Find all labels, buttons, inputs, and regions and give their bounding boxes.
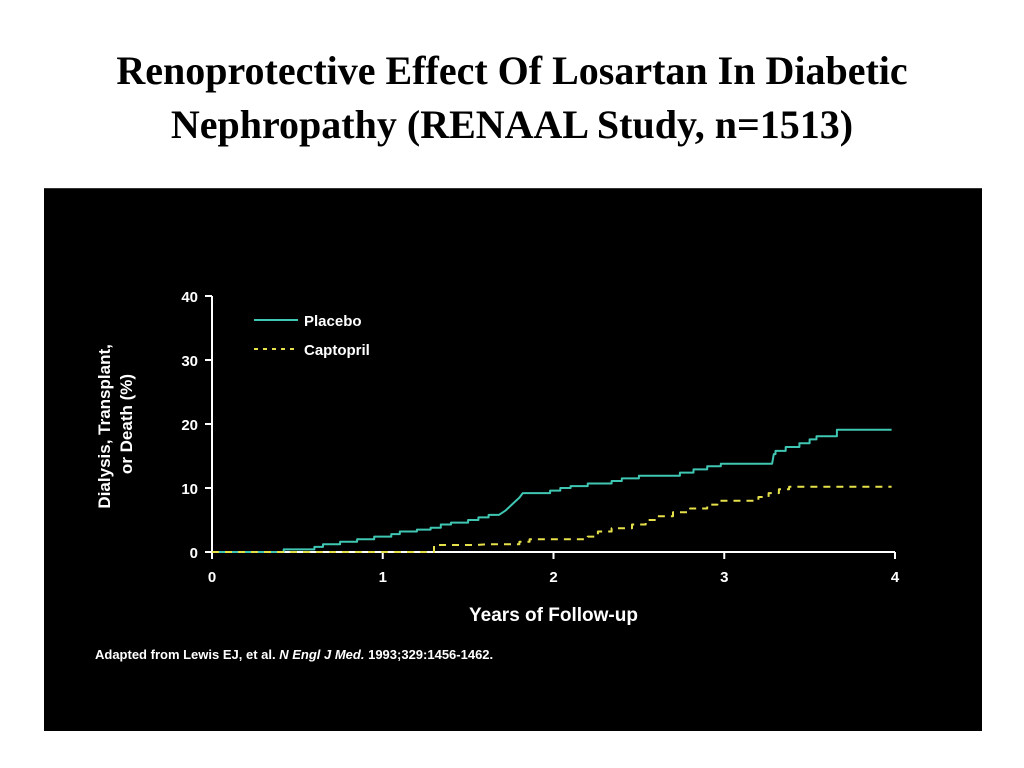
x-tick-label: 2 [549, 569, 557, 586]
survival-chart: 0 10 20 30 40 0 1 2 3 4 Dialysis, Transplant, or … [95, 289, 900, 626]
series-line-placebo [212, 428, 892, 553]
caption-prefix: Adapted from Lewis EJ, et al. [95, 647, 276, 662]
y-axis-label-line1: Dialysis, Transplant, [95, 344, 114, 508]
slide-title: Renoprotective Effect Of Losartan In Dia… [0, 44, 1024, 152]
caption-journal: N Engl J Med. [279, 647, 365, 662]
y-tick-label: 10 [181, 481, 198, 498]
y-tick-label: 40 [181, 289, 198, 306]
axes-group [211, 296, 895, 553]
series-line-captopril [212, 485, 892, 553]
y-axis-label: Dialysis, Transplant, or Death (%) [95, 339, 136, 508]
source-caption: Adapted from Lewis EJ, et al. N Engl J M… [95, 647, 493, 662]
y-axis-label-line2: or Death (%) [117, 374, 136, 474]
slide-title-line2: Nephropathy (RENAAL Study, n=1513) [170, 102, 854, 147]
x-tick-label: 3 [720, 569, 728, 586]
y-tick-label: 20 [181, 417, 198, 434]
y-tick-label: 30 [181, 353, 198, 370]
legend-captopril-label: Captopril [304, 342, 370, 359]
y-tick-label: 0 [190, 545, 198, 562]
legend-placebo-label: Placebo [304, 313, 362, 330]
series-group [212, 428, 892, 553]
slide-title-line1: Renoprotective Effect Of Losartan In Dia… [116, 48, 908, 93]
x-axis-label: Years of Follow-up [469, 605, 638, 626]
legend: Placebo Captopril [254, 313, 370, 359]
x-tick-label: 1 [379, 569, 387, 586]
chart-panel: 0 10 20 30 40 0 1 2 3 4 Dialysis, Transplant, or … [44, 188, 982, 731]
ticks-group: 0 10 20 30 40 0 1 2 3 4 [181, 289, 900, 586]
x-tick-label: 0 [208, 569, 216, 586]
caption-suffix: 1993;329:1456-1462. [368, 647, 494, 662]
x-tick-label: 4 [891, 569, 900, 586]
